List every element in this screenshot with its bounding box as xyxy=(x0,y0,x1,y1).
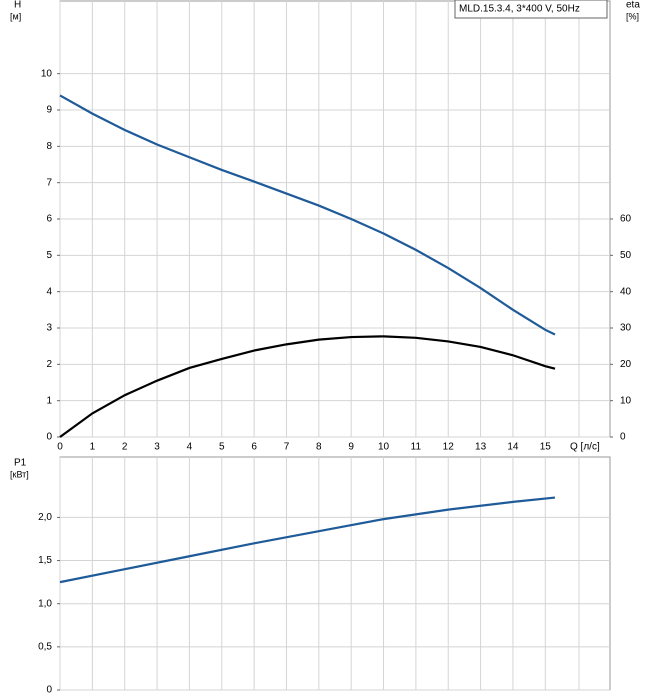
series-line xyxy=(59,335,556,438)
x-tick-label: 9 xyxy=(348,442,354,453)
y-tick-label: 1 xyxy=(46,395,52,406)
y-tick-label: 3 xyxy=(46,323,52,334)
x-tick-label: 0 xyxy=(57,442,63,453)
y-tick-label: 5 xyxy=(46,250,52,261)
x-tick-label: 15 xyxy=(540,442,552,453)
y2-tick-label: 10 xyxy=(620,395,632,406)
y2-tick-label: 60 xyxy=(620,214,632,225)
y-axis-unit: [м] xyxy=(10,11,21,21)
x-tick-label: 11 xyxy=(411,442,422,453)
series-line xyxy=(59,496,556,584)
x-tick-label: 7 xyxy=(284,442,290,453)
x-tick-label: 6 xyxy=(251,442,257,453)
x-tick-label: 10 xyxy=(378,442,390,453)
x-tick-label: 5 xyxy=(219,442,225,453)
x-tick-label: 8 xyxy=(316,442,322,453)
annotation: MLD.15.3.4, 3*400 V, 50Hz xyxy=(459,4,580,15)
y2-tick-label: 30 xyxy=(620,323,632,334)
y-tick-label: 0 xyxy=(46,432,52,443)
y-tick-label: 0,5 xyxy=(38,641,52,652)
annotation-box xyxy=(454,0,608,19)
y-axis-unit: [кВт] xyxy=(10,469,29,479)
y-tick-label: 2 xyxy=(46,359,52,370)
plot-area xyxy=(59,456,611,691)
x-tick-label: 13 xyxy=(475,442,487,453)
y2-axis-label: eta xyxy=(626,0,640,11)
y-tick-label: 1,5 xyxy=(38,555,52,566)
x-tick-label: 12 xyxy=(443,442,455,453)
y-tick-label: 9 xyxy=(46,105,52,116)
y2-tick-label: 40 xyxy=(620,286,632,297)
y2-tick-label: 20 xyxy=(620,359,632,370)
y-tick-label: 4 xyxy=(46,286,52,297)
x-tick-label: 2 xyxy=(122,442,128,453)
y-tick-label: 6 xyxy=(46,214,52,225)
y-tick-label: 1,0 xyxy=(38,598,52,609)
y-tick-label: 0 xyxy=(46,685,52,696)
y2-tick-label: 0 xyxy=(620,432,626,443)
y-axis-label: P1 xyxy=(14,458,27,469)
y-tick-label: 2,0 xyxy=(38,512,52,523)
x-axis-label: Q [л/с] xyxy=(570,442,600,453)
x-tick-label: 4 xyxy=(187,442,193,453)
x-tick-label: 1 xyxy=(90,442,96,453)
x-tick-label: 3 xyxy=(154,442,160,453)
y-axis-label: H xyxy=(14,0,21,11)
series-line xyxy=(59,94,556,336)
y2-tick-label: 50 xyxy=(620,250,632,261)
y-tick-label: 10 xyxy=(41,68,53,79)
y2-axis-unit: [%] xyxy=(626,11,639,21)
y-tick-label: 8 xyxy=(46,141,52,152)
x-tick-label: 14 xyxy=(507,442,519,453)
y-tick-label: 7 xyxy=(46,177,52,188)
